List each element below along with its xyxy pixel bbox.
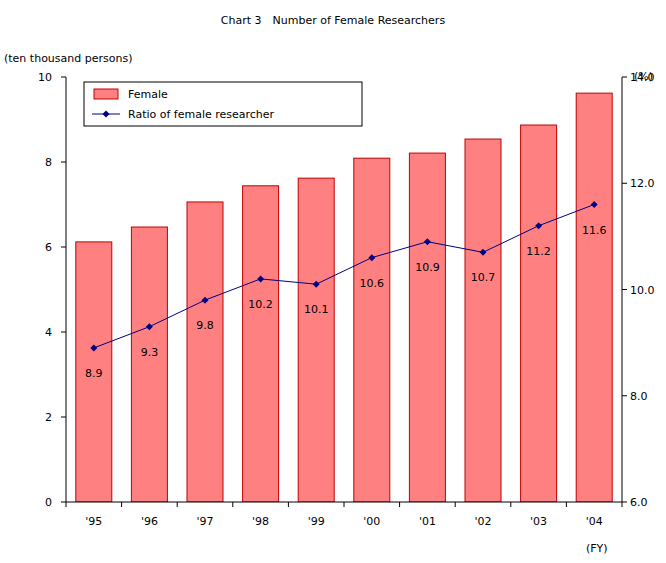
x-tick-label: '03 [530, 515, 547, 528]
title: Chart 3 Number of Female Researchers [221, 14, 446, 27]
bar [409, 153, 445, 502]
y-tick [61, 247, 66, 248]
bar [243, 186, 279, 502]
x-tick-label: '98 [252, 515, 269, 528]
y-tick [61, 162, 66, 163]
legend-swatch [94, 89, 118, 99]
data-label: 9.8 [196, 319, 214, 332]
legend-label: Ratio of female researcher [128, 108, 275, 121]
y2-tick-label: 12.0 [630, 177, 655, 190]
x-tick [177, 502, 178, 507]
y2-tick [622, 395, 627, 396]
y-axis-label: (ten thousand persons) [4, 52, 132, 65]
legend-label: Female [128, 88, 168, 101]
y-tick-label: 2 [45, 411, 52, 424]
y-tick-label: 4 [45, 326, 52, 339]
x-tick-label: '97 [196, 515, 213, 528]
bar [131, 227, 167, 502]
data-label: 10.2 [248, 298, 273, 311]
legend: Female Ratio of female researcher [84, 82, 362, 126]
x-tick [344, 502, 345, 507]
marker [313, 281, 320, 288]
line [94, 205, 594, 348]
x-tick-label: '95 [85, 515, 102, 528]
x-tick-label: '00 [363, 515, 380, 528]
y-axis [66, 77, 67, 502]
marker [90, 344, 97, 351]
x-tick [622, 502, 623, 507]
bar [76, 242, 112, 502]
x-tick [66, 502, 67, 507]
marker [424, 238, 431, 245]
bar [576, 93, 612, 502]
marker [591, 201, 598, 208]
data-label: 11.2 [526, 245, 551, 258]
marker [202, 297, 209, 304]
data-label: 10.1 [304, 303, 329, 316]
y2-tick [622, 183, 627, 184]
bar [465, 139, 501, 502]
y2-tick [622, 502, 627, 503]
y-tick-label: 6 [45, 241, 52, 254]
y-tick-label: 0 [45, 496, 52, 509]
bar [354, 158, 390, 502]
y-tick [61, 417, 66, 418]
x-tick-label: '02 [474, 515, 491, 528]
x-tick [288, 502, 289, 507]
y-tick-label: 8 [45, 156, 52, 169]
x-tick [232, 502, 233, 507]
x-tick [399, 502, 400, 507]
y2-tick-label: 8.0 [630, 390, 648, 403]
x-tick-label: '96 [141, 515, 158, 528]
marks [76, 93, 612, 502]
bar [521, 125, 557, 502]
legend-marker [103, 111, 110, 118]
data-label: 8.9 [85, 367, 103, 380]
y2-tick-label: 10.0 [630, 284, 655, 297]
x-tick [455, 502, 456, 507]
y2-tick [622, 77, 627, 78]
data-label: 10.7 [471, 271, 496, 284]
bar [298, 178, 334, 502]
x-axis-label: (FY) [586, 542, 608, 555]
x-tick [566, 502, 567, 507]
y2-tick [622, 289, 627, 290]
data-label: 11.6 [582, 224, 607, 237]
x-tick-label: '04 [586, 515, 603, 528]
data-label: 10.6 [360, 277, 385, 290]
data-labels: 8.9 9.3 9.8 10.2 10.1 10.6 10.9 10.7 11.2 11.6 [85, 224, 606, 380]
data-label: 10.9 [415, 261, 440, 274]
y-tick [61, 332, 66, 333]
y2-tick-label: 14.0 [630, 71, 655, 84]
y-tick-label: 10 [38, 71, 52, 84]
bar [187, 202, 223, 502]
marker [257, 275, 264, 282]
marker [368, 254, 375, 261]
y-tick [61, 77, 66, 78]
chart: Chart 3 Number of Female Researchers (ten… [0, 0, 666, 563]
data-label: 9.3 [141, 346, 159, 359]
x-tick-label: '99 [308, 515, 325, 528]
x-tick [510, 502, 511, 507]
y2-tick-label: 6.0 [630, 496, 648, 509]
y-tick [61, 502, 66, 503]
marker [480, 249, 487, 256]
x-tick [121, 502, 122, 507]
legend-box [84, 82, 362, 126]
marker [535, 222, 542, 229]
x-tick-label: '01 [419, 515, 436, 528]
marker [146, 323, 153, 330]
